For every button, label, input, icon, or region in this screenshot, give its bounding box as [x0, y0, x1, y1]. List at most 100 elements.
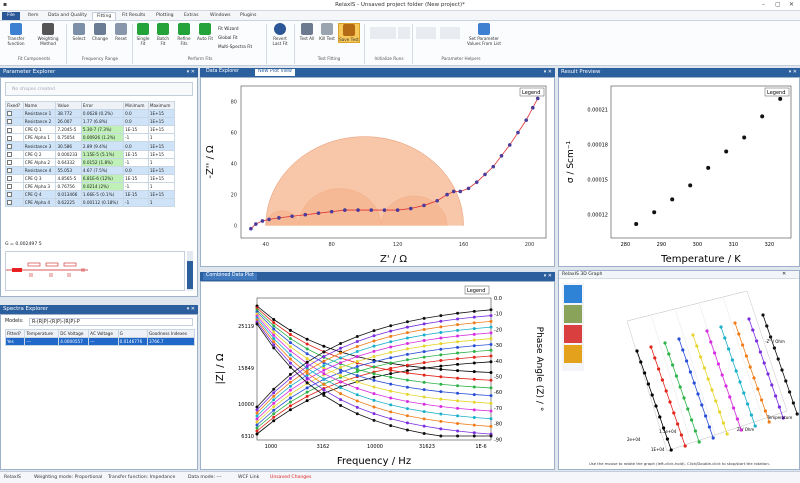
- batch-fit-button[interactable]: Batch Fit: [155, 23, 171, 46]
- fixed-checkbox[interactable]: [5, 141, 24, 151]
- menu-data-quality[interactable]: Data and Quality: [48, 13, 87, 18]
- col-dc-voltage[interactable]: DC Voltage: [58, 328, 90, 339]
- single-fit-button[interactable]: Single Fit: [135, 23, 151, 46]
- col-goodness[interactable]: Goodness Indexes: [146, 328, 196, 339]
- graph3d-close-icon[interactable]: ✕: [782, 271, 787, 277]
- global-fit-button[interactable]: Global Fit: [218, 35, 238, 40]
- wrench-icon[interactable]: [564, 285, 582, 303]
- col-error[interactable]: Error: [80, 100, 125, 111]
- table-row[interactable]: CPE Alpha 1 0.75054 0.00926 (1.2%) -1 1: [5, 133, 176, 143]
- data-point: [456, 414, 460, 418]
- reset-button[interactable]: Reset: [112, 23, 130, 41]
- table-row[interactable]: CPE Q 4 0.013466 1.66E-5 (0.1%) 1E-15 1E+15: [5, 190, 176, 200]
- col-ac-voltage[interactable]: AC Voltage: [88, 328, 119, 339]
- fixed-checkbox[interactable]: [5, 173, 24, 183]
- refine-fits-button[interactable]: Refine Fits: [175, 23, 193, 46]
- menu-extras[interactable]: Extras: [184, 13, 199, 18]
- table-row[interactable]: Yes --- 4.0000557 --- 0.0146776 3766.7: [4, 337, 196, 347]
- status-transfer: Transfer function: Impedance: [108, 475, 176, 480]
- set-parameter-values-button[interactable]: Set Parameter Values From List: [464, 23, 504, 46]
- maximize-button[interactable]: ▢: [775, 1, 781, 8]
- minimize-button[interactable]: –: [762, 1, 765, 8]
- col-value[interactable]: Value: [55, 100, 82, 111]
- col-fitted[interactable]: Fitted?: [4, 328, 26, 339]
- fit-wizard-button[interactable]: Fit Wizard: [218, 26, 239, 31]
- data-point: [489, 409, 493, 413]
- export-icon[interactable]: [564, 325, 582, 343]
- data-point: [389, 324, 393, 328]
- transfer-function-button[interactable]: Transfer function: [4, 23, 28, 46]
- fixed-checkbox[interactable]: [5, 198, 24, 208]
- data-point: [422, 373, 426, 377]
- fixed-checkbox[interactable]: [5, 125, 24, 135]
- grid-settings-icon[interactable]: [564, 305, 582, 323]
- fixed-checkbox[interactable]: [5, 117, 24, 127]
- parameter-helper-button-2[interactable]: [440, 27, 460, 39]
- table-row[interactable]: Resistance 2 26.007 1.77 (6.8%) 0.0 1E+15: [5, 117, 176, 127]
- tab-data-explorer[interactable]: Data Explorer: [206, 69, 239, 74]
- graph3d-canvas[interactable]: -Z'' / Ohm Z' / Ohm Temperature 2e+04 1E+04 1…: [587, 281, 799, 461]
- menu-plugins[interactable]: Plugins: [240, 13, 257, 18]
- table-row[interactable]: Resistance 3 30.586 2.89 (9.4%) 0.0 1E+15: [5, 141, 176, 151]
- select-button[interactable]: Select: [70, 23, 88, 41]
- parameter-helper-button[interactable]: [416, 27, 436, 39]
- table-row[interactable]: CPE Q 2 0.000233 1.15E-5 (5.1%) 1E-15 1E+15: [5, 149, 176, 159]
- col-maximum[interactable]: Maximum: [147, 100, 176, 111]
- save-test-icon: [343, 24, 355, 36]
- fixed-checkbox[interactable]: [5, 181, 24, 192]
- weighting-method-button[interactable]: Weighting Method: [34, 23, 62, 46]
- graph3d-toolbar: [562, 283, 584, 371]
- change-button[interactable]: Change: [90, 23, 110, 41]
- col-temperature[interactable]: Temperature: [24, 328, 60, 339]
- initialize-run-button[interactable]: [370, 27, 396, 39]
- fixed-checkbox[interactable]: [5, 133, 24, 143]
- fixed-checkbox[interactable]: [5, 109, 24, 119]
- data-point: [752, 376, 756, 380]
- tab-combined-data-plot[interactable]: Combined Data Plot: [203, 273, 257, 280]
- data-point: [305, 357, 309, 361]
- pin-icon[interactable]: ▾ ✕: [186, 69, 195, 75]
- table-row[interactable]: CPE Q 1 7.2045-5 5.30-7 (7.3%) 1E-15 1E+15: [5, 125, 176, 135]
- col-fixed[interactable]: Fixed?: [5, 100, 24, 111]
- col-g[interactable]: G: [117, 328, 148, 339]
- save-test-button[interactable]: Save Test: [338, 23, 360, 43]
- test-all-button[interactable]: Test All: [298, 23, 316, 41]
- kill-test-button[interactable]: Kill Test: [318, 23, 336, 41]
- fixed-checkbox[interactable]: [5, 190, 24, 200]
- pin-icon[interactable]: ▾ ✕: [788, 69, 797, 75]
- table-row[interactable]: CPE Alpha 2 0.64332 0.0152 (1.8%) -1 1: [5, 157, 176, 167]
- data-point: [439, 382, 443, 386]
- tab-new-plot-view[interactable]: New Plot View: [255, 69, 295, 76]
- table-row[interactable]: Resistance 4 55.053 4.67 (7.5%) 0.0 1E+15: [5, 165, 176, 175]
- menu-file[interactable]: File: [2, 12, 20, 20]
- initialize-run-button-2[interactable]: [398, 27, 410, 39]
- menu-plotting[interactable]: Plotting: [156, 13, 174, 18]
- auto-fit-button[interactable]: Auto Fit: [197, 23, 213, 41]
- multi-spectra-fit-button[interactable]: Multi-Spectra Fit: [218, 44, 253, 49]
- pin-icon[interactable]: ▾ ✕: [543, 273, 552, 279]
- table-row[interactable]: Resistance 1 38.772 0.0628 (0.2%) 0.0 1E+15: [5, 109, 176, 119]
- menu-item[interactable]: Item: [28, 13, 39, 18]
- data-point: [746, 402, 750, 406]
- fixed-checkbox[interactable]: [5, 149, 24, 159]
- pin-icon[interactable]: ▾ ✕: [186, 306, 195, 312]
- menu-fit-results[interactable]: Fit Results: [122, 13, 146, 18]
- circuit-scrollbar[interactable]: [187, 251, 193, 291]
- fixed-checkbox[interactable]: [5, 165, 24, 175]
- col-name[interactable]: Name: [22, 100, 57, 111]
- pin-icon[interactable]: ▾ ✕: [543, 69, 552, 75]
- data-point: [472, 434, 476, 438]
- fixed-checkbox[interactable]: [5, 157, 24, 167]
- palette-icon[interactable]: [564, 345, 582, 363]
- menu-windows[interactable]: Windows: [210, 13, 231, 18]
- menu-fitting[interactable]: Fitting: [92, 12, 117, 20]
- table-row[interactable]: CPE Alpha 4 0.62225 0.00112 (0.18%) -1 1: [5, 198, 176, 208]
- revert-last-fit-button[interactable]: Revert Last Fit: [270, 23, 290, 46]
- close-button[interactable]: ✕: [789, 1, 795, 8]
- data-point: [372, 329, 376, 333]
- col-minimum[interactable]: Minimum: [123, 100, 149, 111]
- model-select[interactable]: R-(R|P)-(R|P)-(R|P)-P: [29, 318, 193, 326]
- table-row[interactable]: CPE Alpha 3 0.76756 0.0214 (2%) -1 1: [5, 181, 176, 192]
- table-row[interactable]: CPE Q 3 4.8565-5 6.81E-6 (12%) 1E-15 1E+15: [5, 173, 176, 183]
- param-min: 0.0: [123, 165, 149, 175]
